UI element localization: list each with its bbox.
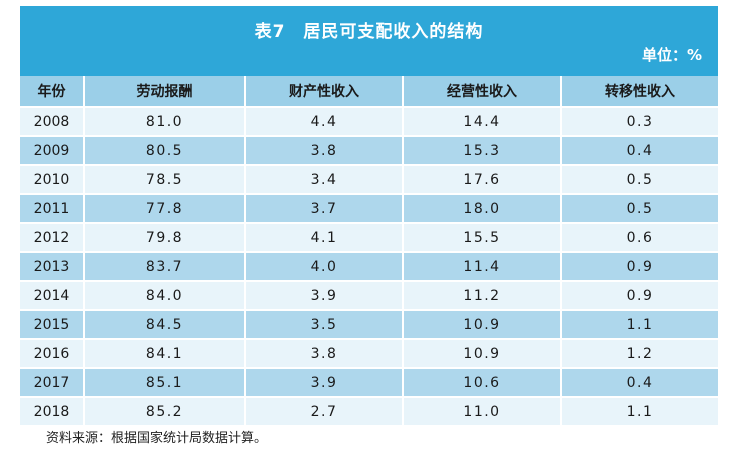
value-cell: 18.0 <box>403 194 562 224</box>
value-cell: 81.0 <box>84 107 246 137</box>
value-cell: 1.1 <box>561 310 718 340</box>
value-cell: 11.0 <box>403 397 562 427</box>
source-note: 资料来源：根据国家统计局数据计算。 <box>46 431 268 446</box>
value-cell: 3.8 <box>245 339 404 369</box>
value-cell: 10.6 <box>403 368 562 398</box>
value-cell: 84.0 <box>84 281 246 311</box>
value-cell: 11.2 <box>403 281 562 311</box>
value-cell: 78.5 <box>84 165 246 195</box>
year-cell: 2016 <box>20 339 85 369</box>
value-cell: 80.5 <box>84 136 246 166</box>
table-row: 2008 81.0 4.4 14.4 0.3 <box>20 107 718 137</box>
value-cell: 83.7 <box>84 252 246 282</box>
year-cell: 2008 <box>20 107 85 137</box>
value-cell: 0.9 <box>561 281 718 311</box>
value-cell: 0.4 <box>561 136 718 166</box>
value-cell: 10.9 <box>403 339 562 369</box>
value-cell: 3.9 <box>245 281 404 311</box>
column-header: 转移性收入 <box>561 76 718 108</box>
table-row: 2013 83.7 4.0 11.4 0.9 <box>20 252 718 282</box>
value-cell: 79.8 <box>84 223 246 253</box>
value-cell: 1.1 <box>561 397 718 427</box>
table-row: 2015 84.5 3.5 10.9 1.1 <box>20 310 718 340</box>
year-cell: 2012 <box>20 223 85 253</box>
value-cell: 15.5 <box>403 223 562 253</box>
column-header: 财产性收入 <box>245 76 404 108</box>
unit-label: 单位：% <box>641 46 702 64</box>
table-row: 2017 85.1 3.9 10.6 0.4 <box>20 368 718 398</box>
year-cell: 2009 <box>20 136 85 166</box>
income-structure-table: 年份 劳动报酬 财产性收入 经营性收入 转移性收入 2008 81.0 4.4 14.… <box>20 76 718 427</box>
table-body: 2008 81.0 4.4 14.4 0.3 2009 80.5 3.8 15.3 0.4 2010… <box>20 107 718 427</box>
value-cell: 4.1 <box>245 223 404 253</box>
value-cell: 2.7 <box>245 397 404 427</box>
value-cell: 3.8 <box>245 136 404 166</box>
year-cell: 2014 <box>20 281 85 311</box>
table-row: 2012 79.8 4.1 15.5 0.6 <box>20 223 718 253</box>
table-title: 表7 居民可支配收入的结构 <box>254 22 484 42</box>
column-header: 经营性收入 <box>403 76 562 108</box>
year-cell: 2010 <box>20 165 85 195</box>
table-row: 2016 84.1 3.8 10.9 1.2 <box>20 339 718 369</box>
table-row: 2009 80.5 3.8 15.3 0.4 <box>20 136 718 166</box>
table-panel: 表7 居民可支配收入的结构 单位：% 年份 劳动报酬 财产性收入 经营性收入 转… <box>20 6 718 427</box>
table-row: 2018 85.2 2.7 11.0 1.1 <box>20 397 718 427</box>
value-cell: 3.4 <box>245 165 404 195</box>
year-cell: 2013 <box>20 252 85 282</box>
value-cell: 84.5 <box>84 310 246 340</box>
value-cell: 0.6 <box>561 223 718 253</box>
value-cell: 3.9 <box>245 368 404 398</box>
value-cell: 0.3 <box>561 107 718 137</box>
value-cell: 10.9 <box>403 310 562 340</box>
value-cell: 3.5 <box>245 310 404 340</box>
value-cell: 1.2 <box>561 339 718 369</box>
value-cell: 0.4 <box>561 368 718 398</box>
value-cell: 3.7 <box>245 194 404 224</box>
value-cell: 0.9 <box>561 252 718 282</box>
column-header: 劳动报酬 <box>84 76 246 108</box>
year-cell: 2011 <box>20 194 85 224</box>
value-cell: 15.3 <box>403 136 562 166</box>
value-cell: 11.4 <box>403 252 562 282</box>
year-cell: 2017 <box>20 368 85 398</box>
value-cell: 0.5 <box>561 194 718 224</box>
value-cell: 0.5 <box>561 165 718 195</box>
value-cell: 85.2 <box>84 397 246 427</box>
value-cell: 77.8 <box>84 194 246 224</box>
value-cell: 4.4 <box>245 107 404 137</box>
year-cell: 2018 <box>20 397 85 427</box>
year-cell: 2015 <box>20 310 85 340</box>
column-header-row: 年份 劳动报酬 财产性收入 经营性收入 转移性收入 <box>20 76 718 108</box>
value-cell: 17.6 <box>403 165 562 195</box>
value-cell: 84.1 <box>84 339 246 369</box>
value-cell: 4.0 <box>245 252 404 282</box>
table-row: 2014 84.0 3.9 11.2 0.9 <box>20 281 718 311</box>
value-cell: 14.4 <box>403 107 562 137</box>
table-row: 2011 77.8 3.7 18.0 0.5 <box>20 194 718 224</box>
table-header-bar: 表7 居民可支配收入的结构 单位：% <box>20 6 718 76</box>
column-header: 年份 <box>20 76 85 108</box>
value-cell: 85.1 <box>84 368 246 398</box>
table-row: 2010 78.5 3.4 17.6 0.5 <box>20 165 718 195</box>
